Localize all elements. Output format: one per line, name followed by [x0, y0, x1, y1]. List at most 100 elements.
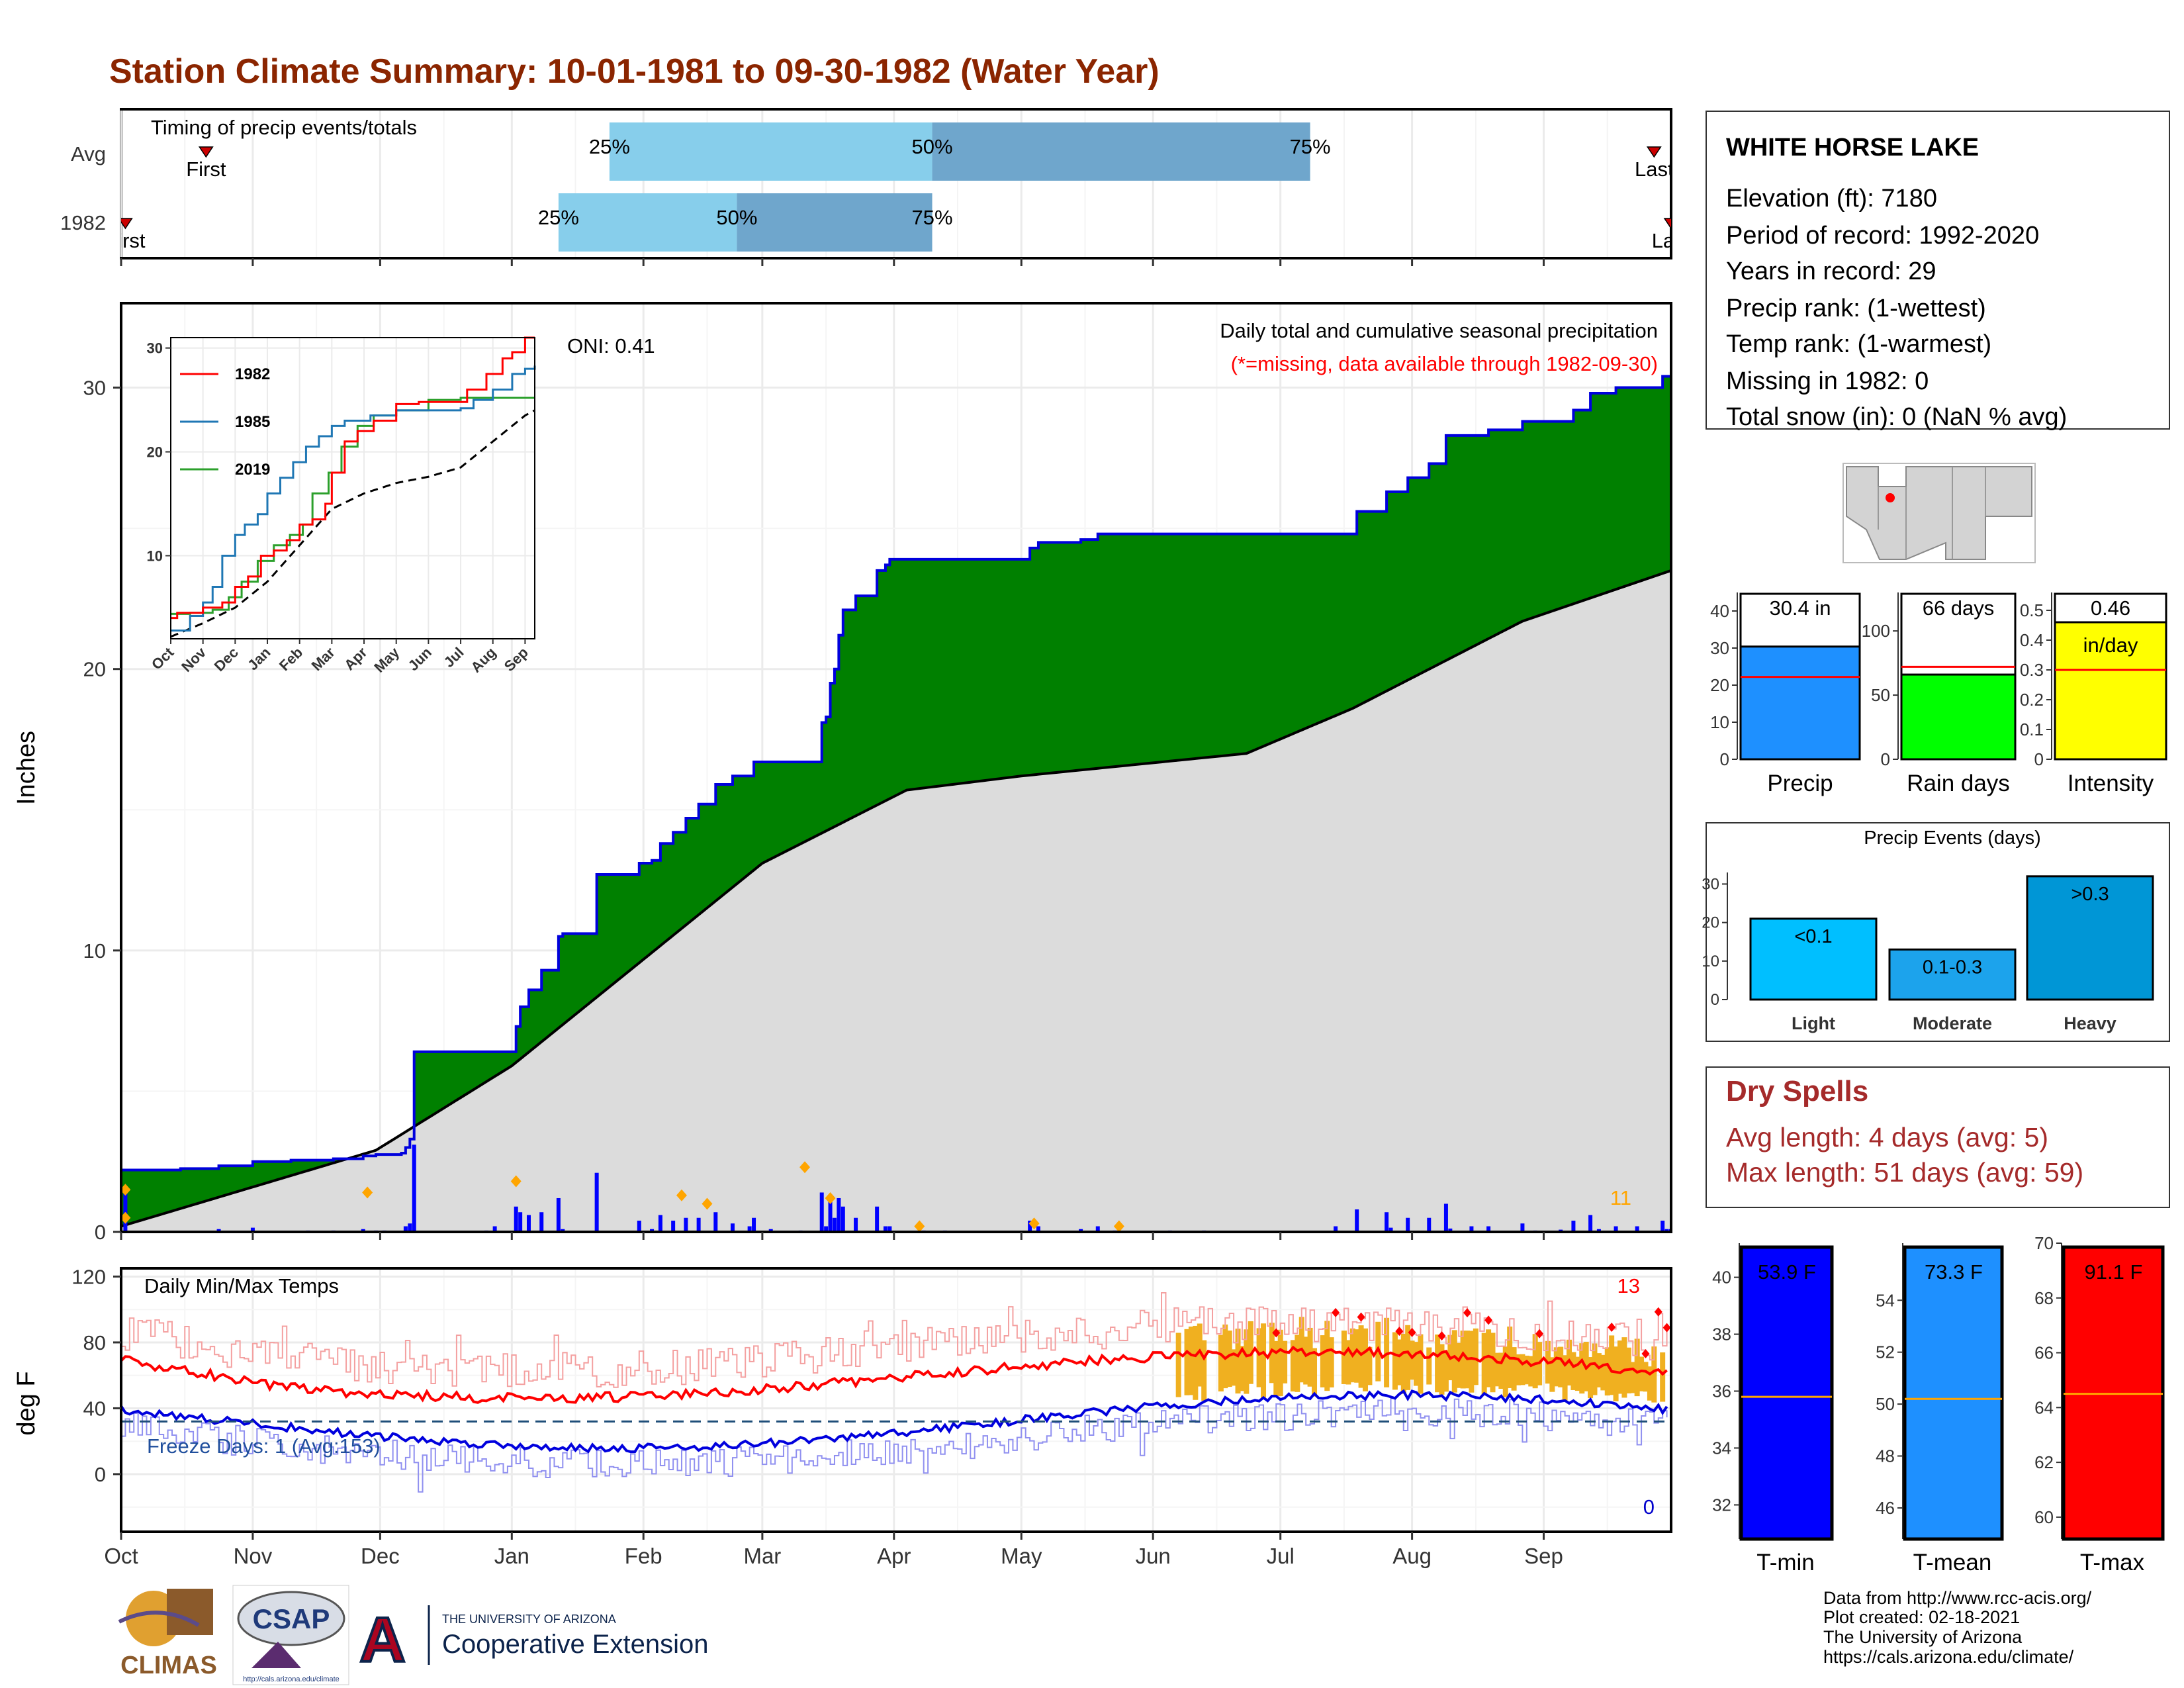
- month-label: Apr: [877, 1544, 911, 1568]
- precip-extreme-marker: [1113, 1220, 1124, 1233]
- precip-daily-bar: [1596, 1229, 1601, 1231]
- precip-extreme-marker: [510, 1175, 522, 1188]
- precip-daily-bar: [216, 1229, 221, 1231]
- precip-daily-bar: [1664, 1229, 1669, 1231]
- temp-anomaly-bar: [1617, 1340, 1623, 1394]
- timing-bar-q50-q75: [737, 193, 933, 252]
- temp-anomaly-bar: [1621, 1337, 1627, 1398]
- temp-anomaly-bar: [1435, 1335, 1441, 1393]
- station-frame: [1706, 111, 2170, 430]
- temp-anomaly-bar: [1184, 1329, 1190, 1395]
- temp-anomaly-bar: [1358, 1325, 1364, 1388]
- station-elevation: Elevation (ft): 7180: [1726, 185, 1937, 212]
- precip-daily-bar: [1427, 1217, 1432, 1231]
- precip-daily-bar: [1448, 1228, 1453, 1231]
- precip-y-tick-label: 10: [83, 939, 106, 962]
- temp-min-average-line: [122, 1389, 1668, 1454]
- timing-first-label: First: [186, 158, 226, 181]
- temp-anomaly-bar: [1324, 1321, 1330, 1391]
- temp-anomaly-bar: [1502, 1346, 1508, 1397]
- temp-anomaly-bar: [1405, 1325, 1411, 1390]
- precip-daily-bar: [854, 1217, 858, 1231]
- dry-spells-avg: Avg length: 4 days (avg: 5): [1726, 1122, 2048, 1152]
- timing-panel: 25% 50% 75% First Last 25% 50% 75% First Last Tim…: [60, 108, 1674, 266]
- precip-daily-bar: [123, 1190, 128, 1231]
- precip-series: [122, 373, 1670, 1231]
- temp-anomaly-bar: [1341, 1331, 1347, 1384]
- csap-logo-text: CSAP: [253, 1603, 330, 1634]
- precip-daily-bar: [1334, 1226, 1338, 1231]
- precip-daily-bar: [1095, 1226, 1100, 1231]
- inset-legend: 1982 1985 2019: [180, 365, 270, 479]
- precip-daily-bar: [832, 1217, 837, 1231]
- precip-daily-bar: [373, 1230, 378, 1231]
- precip-daily-bar: [713, 1212, 718, 1231]
- summary-y-tick-label: 10: [1710, 712, 1729, 732]
- temp-anomaly-bar: [1609, 1335, 1615, 1395]
- timing-last-label: Last: [1635, 158, 1674, 181]
- footer-data-source: Data from http://www.rcc-acis.org/: [1823, 1588, 2092, 1608]
- timing-first-label: First: [105, 229, 146, 252]
- summary-category-label: Rain days: [1907, 771, 2010, 796]
- inset-grid: [170, 338, 535, 639]
- timing-bar-q25-q50: [558, 193, 737, 252]
- temp-anomaly-bar: [1596, 1353, 1602, 1387]
- precip-daily-bar: [1520, 1223, 1525, 1231]
- temp-anomaly-bar: [1524, 1355, 1529, 1385]
- temp-summary-category-label: T-min: [1756, 1550, 1815, 1575]
- logos: CLIMAS CSAP http://cals.arizona.edu/clim…: [118, 1585, 708, 1685]
- temp-anomaly-bar: [1328, 1337, 1334, 1387]
- events-bar: [1888, 948, 2017, 1001]
- precip-daily-bar: [747, 1226, 752, 1231]
- cold-days-count: 0: [1643, 1495, 1655, 1519]
- station-name: WHITE HORSE LAKE: [1726, 134, 1979, 162]
- precip-daily-bar: [1167, 1230, 1172, 1231]
- month-label: Sep: [1524, 1544, 1563, 1568]
- temp-anomaly-bar: [1643, 1362, 1649, 1392]
- summary-bar-fill: [1739, 645, 1861, 761]
- precip-daily-bar: [514, 1206, 518, 1231]
- temp-summary-y-tick-label: 60: [2034, 1507, 2054, 1527]
- events-bar: [2026, 875, 2154, 1001]
- precip-daily-bar: [526, 1215, 531, 1231]
- temp-anomaly-bar: [1414, 1342, 1420, 1386]
- precip-daily-bar: [1614, 1226, 1618, 1231]
- temp-anomaly-bar: [1269, 1323, 1275, 1383]
- summary-y-tick-label: 0.5: [2020, 600, 2044, 620]
- map-station-dot: [1886, 493, 1895, 502]
- precip-daily-bar: [484, 1230, 488, 1231]
- temp-summary-y-tick-label: 52: [1876, 1342, 1895, 1362]
- timing-first-marker: [121, 218, 133, 230]
- temp-anomaly-bar: [1473, 1328, 1479, 1385]
- precip-daily-bar: [361, 1229, 365, 1231]
- month-label: Jun: [1136, 1544, 1171, 1568]
- temp-anomaly-bar: [1367, 1346, 1373, 1385]
- month-label: Oct: [104, 1544, 138, 1568]
- timing-last-marker: [1663, 218, 1671, 230]
- precip-extreme-marker: [120, 1211, 131, 1224]
- precip-y-tick-label: 20: [83, 658, 106, 681]
- temp-y-tick-label: 80: [83, 1331, 106, 1354]
- precip-extreme-marker: [914, 1220, 925, 1233]
- temp-anomaly-bar: [1256, 1328, 1262, 1387]
- precip-daily-bar: [518, 1212, 523, 1231]
- temp-anomaly-bar: [1290, 1340, 1296, 1392]
- temp-anomaly-bar: [1354, 1329, 1360, 1383]
- temp-anomaly-bar: [1307, 1327, 1313, 1387]
- events-y-tick-label: 20: [1702, 914, 1719, 932]
- temp-anomaly-bar: [1363, 1328, 1369, 1391]
- temp-summary-y-tick-label: 66: [2034, 1343, 2054, 1363]
- temp-anomaly-bar: [1579, 1343, 1585, 1394]
- precip-daily-bar: [768, 1229, 773, 1231]
- month-label: Aug: [1392, 1544, 1432, 1568]
- precip-daily-bar: [1355, 1209, 1359, 1231]
- footer-plot-created: Plot created: 02-18-2021: [1823, 1607, 2020, 1627]
- temp-anomaly-bar: [1443, 1350, 1449, 1392]
- precip-daily-bar: [752, 1217, 756, 1231]
- temp-hot-marker: [1654, 1307, 1662, 1317]
- station-info: WHITE HORSE LAKE Elevation (ft): 7180 Pe…: [1706, 111, 2170, 431]
- csap-logo-url: http://cals.arizona.edu/climate: [243, 1675, 340, 1683]
- csap-logo: CSAP http://cals.arizona.edu/climate: [232, 1585, 349, 1685]
- precip-daily-bar: [1635, 1226, 1639, 1231]
